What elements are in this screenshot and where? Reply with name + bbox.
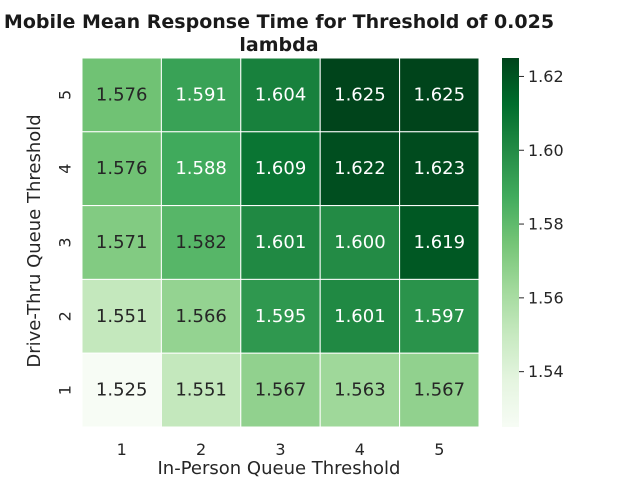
cell-value-label: 1.571 bbox=[96, 232, 148, 253]
heatmap-cell bbox=[399, 131, 480, 207]
heatmap-cell bbox=[160, 278, 242, 354]
heatmap-cell bbox=[399, 205, 480, 280]
y-tick-label: 2 bbox=[56, 311, 75, 321]
heatmap-cell bbox=[240, 131, 321, 207]
y-axis-label: Drive-Thru Queue Threshold bbox=[24, 114, 45, 367]
cell-value-label: 1.551 bbox=[96, 306, 148, 327]
heatmap-cell bbox=[160, 205, 242, 280]
heatmap-cell bbox=[319, 205, 401, 280]
cell-value-label: 1.588 bbox=[175, 158, 227, 179]
cell-value-label: 1.566 bbox=[175, 306, 227, 327]
colorbar-tick-label: 1.62 bbox=[528, 67, 564, 86]
x-tick-label: 4 bbox=[355, 440, 365, 459]
heatmap-cells: 1.576 1.591 1.604 1.625 1.625 1.576 1.588 1.609… bbox=[81, 57, 480, 428]
heatmap-cell bbox=[160, 352, 242, 428]
cell-value-label: 1.563 bbox=[334, 380, 386, 401]
cell-value-label: 1.601 bbox=[334, 306, 386, 327]
heatmap-cell bbox=[240, 278, 321, 354]
y-tick-labels: 5 4 3 2 1 bbox=[56, 90, 75, 395]
cell-value-label: 1.597 bbox=[414, 306, 466, 327]
heatmap-cell bbox=[240, 352, 321, 428]
heatmap-cell bbox=[399, 352, 480, 428]
cell-value-label: 1.625 bbox=[334, 84, 386, 105]
cell-value-label: 1.591 bbox=[175, 84, 227, 105]
cell-value-label: 1.619 bbox=[414, 232, 466, 253]
cell-value-label: 1.622 bbox=[334, 158, 386, 179]
chart-title: Mobile Mean Response Time for Threshold … bbox=[4, 11, 554, 33]
cell-value-label: 1.609 bbox=[255, 158, 307, 179]
y-tick-label: 5 bbox=[56, 90, 75, 100]
heatmap-cell bbox=[399, 57, 480, 133]
y-tick-label: 3 bbox=[56, 237, 75, 247]
heatmap-cell bbox=[160, 57, 242, 133]
colorbar bbox=[502, 58, 519, 427]
cell-value-label: 1.567 bbox=[414, 380, 466, 401]
x-tick-labels: 1 2 3 4 5 bbox=[117, 440, 445, 459]
heatmap-cell bbox=[319, 278, 401, 354]
colorbar-tick-label: 1.58 bbox=[528, 215, 564, 234]
cell-value-label: 1.576 bbox=[96, 84, 148, 105]
x-axis-label: In-Person Queue Threshold bbox=[158, 458, 401, 479]
cell-value-label: 1.625 bbox=[414, 84, 466, 105]
cell-value-label: 1.582 bbox=[175, 232, 227, 253]
colorbar-tick-label: 1.56 bbox=[528, 288, 564, 307]
x-tick-label: 3 bbox=[275, 440, 285, 459]
cell-value-label: 1.595 bbox=[255, 306, 307, 327]
heatmap-cell bbox=[240, 205, 321, 280]
heatmap-cell bbox=[319, 57, 401, 133]
heatmap-cell bbox=[240, 57, 321, 133]
y-tick-label: 4 bbox=[56, 164, 75, 174]
cell-value-label: 1.601 bbox=[255, 232, 307, 253]
cell-value-label: 1.525 bbox=[96, 380, 148, 401]
heatmap-cell bbox=[81, 278, 162, 354]
colorbar-tick-label: 1.54 bbox=[528, 362, 564, 381]
colorbar-tick-label: 1.60 bbox=[528, 141, 564, 160]
cell-value-label: 1.567 bbox=[255, 380, 307, 401]
cell-value-label: 1.623 bbox=[414, 158, 466, 179]
cell-value-label: 1.576 bbox=[96, 158, 148, 179]
x-tick-label: 1 bbox=[117, 440, 127, 459]
x-tick-label: 2 bbox=[196, 440, 206, 459]
heatmap-cell bbox=[81, 352, 162, 428]
colorbar-ticks: 1.54 1.56 1.58 1.60 1.62 bbox=[519, 67, 564, 381]
x-tick-label: 5 bbox=[434, 440, 444, 459]
cell-value-label: 1.551 bbox=[175, 380, 227, 401]
chart-subtitle: lambda bbox=[239, 34, 318, 56]
cell-value-label: 1.600 bbox=[334, 232, 386, 253]
y-tick-label: 1 bbox=[56, 385, 75, 395]
heatmap-cell bbox=[81, 131, 162, 207]
heatmap-cell bbox=[399, 278, 480, 354]
heatmap-cell bbox=[81, 57, 162, 133]
cell-value-label: 1.604 bbox=[255, 84, 307, 105]
